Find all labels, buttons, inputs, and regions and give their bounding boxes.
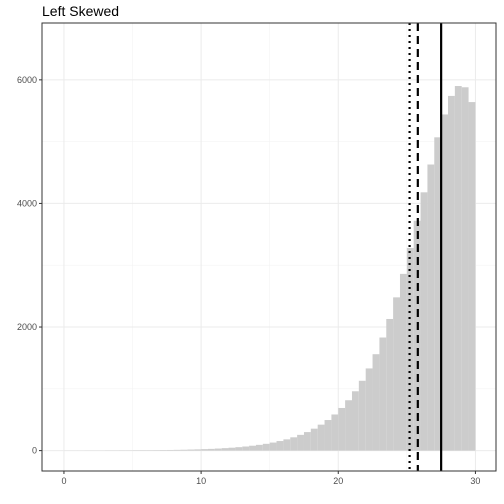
histogram-bar xyxy=(351,391,359,451)
histogram-bar xyxy=(406,247,414,451)
histogram-bar xyxy=(358,380,366,451)
x-tick-label: 10 xyxy=(196,476,206,486)
histogram-bar xyxy=(468,102,476,451)
histogram-bar xyxy=(159,450,167,451)
histogram-bar xyxy=(427,164,435,451)
histogram-bar xyxy=(249,445,256,451)
panel-border xyxy=(41,22,497,472)
histogram-bar xyxy=(276,441,284,451)
histogram-bar xyxy=(454,86,462,451)
histogram-bar xyxy=(187,449,195,451)
histogram-bar xyxy=(441,114,448,451)
histogram-bar xyxy=(207,448,215,451)
y-tick-label: 2000 xyxy=(17,322,37,332)
histogram-bar xyxy=(228,447,236,451)
histogram-bar xyxy=(201,449,208,451)
y-tick-label: 6000 xyxy=(17,75,37,85)
x-tick-label: 0 xyxy=(61,476,66,486)
y-tick-label: 0 xyxy=(32,446,37,456)
histogram-bar xyxy=(297,434,304,451)
histogram-bar xyxy=(399,273,407,451)
histogram-bar xyxy=(262,443,270,451)
x-tick-label: 20 xyxy=(333,476,343,486)
histogram-bar xyxy=(331,414,339,451)
histogram-bar xyxy=(310,428,318,451)
histogram-bar xyxy=(317,424,325,451)
x-axis: 0 10 20 30 xyxy=(61,471,480,486)
histogram-bar xyxy=(290,437,298,451)
histogram-bar xyxy=(214,448,222,451)
histogram-bar xyxy=(420,192,428,451)
histogram-bar xyxy=(393,297,400,451)
histogram-bar xyxy=(372,354,380,451)
histogram-bar xyxy=(345,400,352,451)
histogram-bar xyxy=(324,420,332,451)
histogram-bar xyxy=(386,318,394,451)
histogram-bar xyxy=(447,95,455,451)
histogram-bar xyxy=(180,449,188,451)
reference-lines xyxy=(408,23,443,471)
x-tick-label: 30 xyxy=(470,476,480,486)
histogram-bar xyxy=(434,137,442,451)
y-axis: 0 2000 4000 6000 xyxy=(17,75,42,456)
histogram-bar xyxy=(283,439,291,451)
histogram-bar xyxy=(255,444,263,451)
histogram-bar xyxy=(173,449,181,451)
histogram-bar xyxy=(461,87,469,451)
histogram-bar xyxy=(235,447,243,451)
histogram-bar xyxy=(166,449,174,451)
histogram-bar xyxy=(269,442,277,451)
histogram-bars xyxy=(63,86,476,451)
y-tick-label: 4000 xyxy=(17,198,37,208)
chart-title: Left Skewed xyxy=(42,3,119,19)
histogram-bar xyxy=(365,368,373,451)
histogram-bar xyxy=(379,337,387,451)
histogram-bar xyxy=(221,448,229,451)
histogram-bar xyxy=(194,449,202,451)
histogram-bar xyxy=(338,407,346,451)
histogram-bar xyxy=(303,432,311,451)
histogram-bar xyxy=(242,446,250,451)
plot-panel xyxy=(41,22,497,472)
